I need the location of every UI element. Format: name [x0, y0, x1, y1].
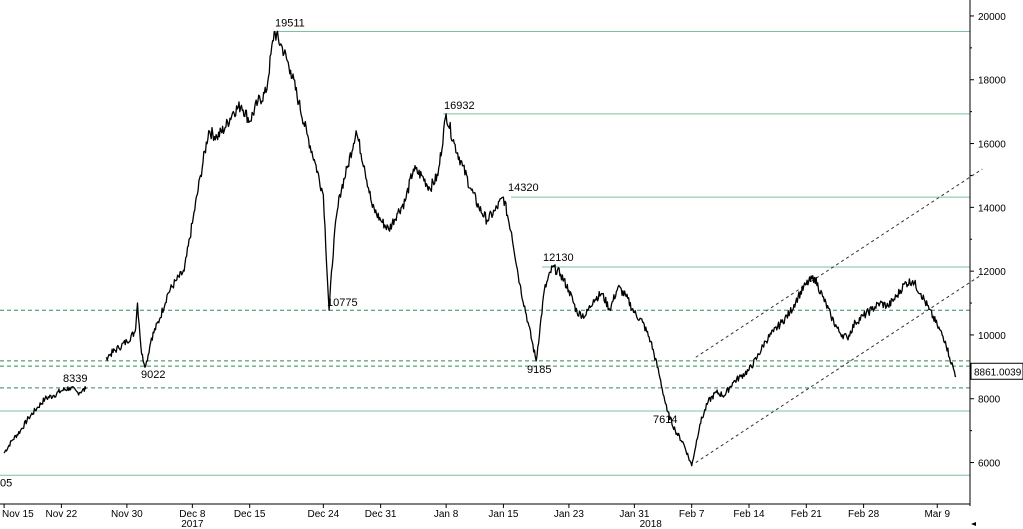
y-axis: 6000 8000 10000 12000 14000 16000 18000 20000	[969, 0, 1006, 506]
level-label-7614: 7614	[653, 414, 677, 426]
price-series	[3, 30, 957, 467]
level-label-10775: 10775	[327, 297, 358, 309]
level-label-9022: 9022	[141, 369, 165, 381]
x-tick-label-Feb-14: Feb 14	[733, 509, 765, 520]
x-tick-label-Mar-9: Mar 9	[924, 509, 950, 520]
x-tick-label-Feb-28: Feb 28	[848, 509, 880, 520]
level-label-05: 05	[0, 477, 12, 489]
x-tick-label-Jan-31: Jan 31	[619, 509, 649, 520]
last-value-label: 8861.0039	[974, 367, 1022, 378]
x-year-label-2018: 2018	[640, 519, 663, 529]
y-tick-label-8000: 8000	[978, 395, 1001, 406]
y-tick-label-20000: 20000	[978, 12, 1006, 23]
level-label-14320: 14320	[508, 182, 539, 194]
x-tick-label-Jan-15: Jan 15	[488, 509, 518, 520]
x-tick-label-Nov-15: Nov 15	[2, 509, 34, 520]
level-labels: 19511 16932 14320 12130 10775 9185 9022 8339 761…	[0, 18, 677, 490]
x-tick-label-Jan-23: Jan 23	[554, 509, 584, 520]
channel-line-2	[695, 273, 983, 463]
x-tick-label-Nov-30: Nov 30	[111, 509, 143, 520]
y-tick-label-10000: 10000	[978, 331, 1006, 342]
last-value-marker: 8861.0039	[970, 362, 1023, 380]
last-value-box	[970, 362, 1023, 380]
x-tick-label-Feb-21: Feb 21	[791, 509, 823, 520]
x-tick-label-Dec-24: Dec 24	[307, 509, 339, 520]
level-label-16932: 16932	[444, 100, 475, 112]
x-axis: Nov 15 Nov 22 Nov 30 Dec 8 Dec 15 Dec 24 Dec 3…	[0, 503, 976, 529]
price-line-segment-2	[105, 30, 957, 467]
x-tick-label-Nov-22: Nov 22	[46, 509, 78, 520]
y-tick-label-6000: 6000	[978, 459, 1001, 470]
level-label-9185: 9185	[527, 364, 551, 376]
x-tick-label-Dec-31: Dec 31	[365, 509, 397, 520]
level-label-19511: 19511	[275, 18, 305, 30]
y-tick-label-12000: 12000	[978, 267, 1006, 278]
horizontal-levels	[0, 31, 970, 476]
x-tick-label-Feb-7: Feb 7	[679, 509, 705, 520]
y-tick-label-16000: 16000	[978, 140, 1006, 151]
y-tick-label-18000: 18000	[978, 76, 1006, 87]
x-tick-label-Dec-15: Dec 15	[234, 509, 266, 520]
trend-channel	[695, 168, 983, 463]
level-label-12130: 12130	[543, 252, 574, 264]
x-year-label-2017: 2017	[181, 519, 204, 529]
x-tick-label-Jan-8: Jan 8	[434, 509, 459, 520]
y-tick-label-14000: 14000	[978, 203, 1006, 214]
price-line-segment-1	[3, 385, 87, 454]
level-label-8339: 8339	[63, 373, 87, 385]
x-axis-arrow	[971, 522, 976, 526]
x-tick-label-Dec-8: Dec 8	[179, 509, 206, 520]
